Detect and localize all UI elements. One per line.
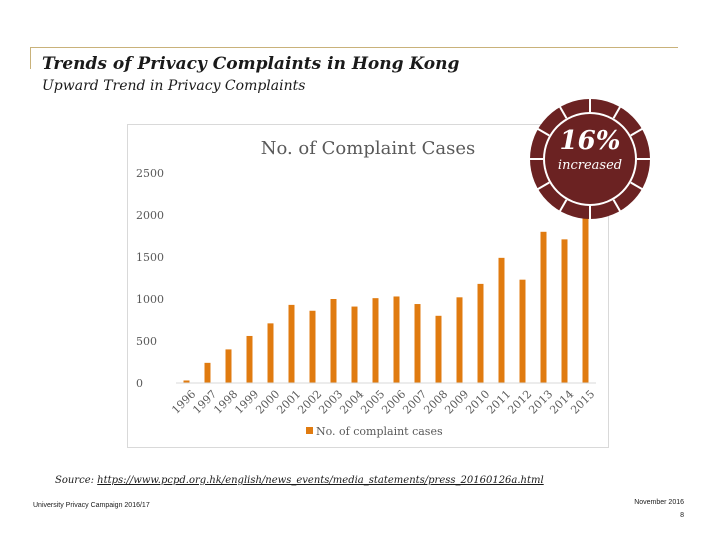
y-tick-label: 500: [136, 335, 157, 348]
x-tick-label: 2015: [568, 388, 597, 417]
slide-subtitle: Upward Trend in Privacy Complaints: [42, 78, 306, 94]
bar-2007: [414, 304, 421, 383]
badge-label: increased: [557, 158, 623, 173]
badge-segment-line: [536, 181, 550, 191]
bar-2008: [435, 315, 442, 383]
y-tick-label: 1500: [136, 251, 164, 264]
badge-segment-line: [630, 181, 644, 191]
footer-campaign: University Privacy Campaign 2016/17: [33, 502, 150, 509]
bar-2001: [288, 304, 295, 383]
badge-segment-line: [536, 127, 550, 137]
source-link[interactable]: https://www.pcpd.org.hk/english/news_eve…: [97, 475, 544, 486]
bar-2003: [330, 299, 337, 383]
bar-series: [183, 217, 589, 383]
footer-date: November 2016: [634, 499, 684, 506]
badge-segment-lines: [529, 98, 651, 220]
page-number: 8: [680, 512, 684, 519]
y-tick-label: 2000: [136, 209, 164, 222]
x-axis: 1996199719981999200020012002200320042005…: [169, 382, 597, 417]
badge-segment-line: [612, 199, 622, 213]
bar-2002: [309, 310, 316, 383]
y-tick-label: 0: [136, 377, 143, 390]
bar-2005: [372, 298, 379, 383]
source-prefix: Source:: [55, 475, 94, 486]
bar-1999: [246, 335, 253, 383]
bar-chart: No. of Complaint Cases 0 500 1000 1500 2000 2…: [136, 138, 597, 438]
source-note: Source: https://www.pcpd.org.hk/english/…: [55, 475, 544, 486]
badge-segment-line: [558, 105, 568, 119]
bar-2013: [540, 231, 547, 383]
slide-title: Trends of Privacy Complaints in Hong Kon…: [42, 54, 460, 74]
bar-1997: [204, 362, 211, 383]
badge-segment-line: [612, 105, 622, 119]
bar-2000: [267, 323, 274, 383]
bar-2010: [477, 283, 484, 383]
y-tick-label: 2500: [136, 167, 164, 180]
header-rule: [30, 47, 678, 48]
chart-container: No. of Complaint Cases 0 500 1000 1500 2000 2…: [127, 124, 609, 448]
footer-right: November 2016 8: [634, 496, 684, 522]
y-axis: 0 500 1000 1500 2000 2500: [136, 167, 164, 390]
bar-2011: [498, 257, 505, 383]
legend-swatch: [306, 427, 313, 434]
bar-2014: [561, 239, 568, 383]
bar-2004: [351, 306, 358, 383]
increase-badge: [529, 98, 651, 220]
bar-1996: [183, 380, 190, 383]
bar-2006: [393, 296, 400, 383]
bar-2009: [456, 297, 463, 383]
badge-segment-line: [630, 127, 644, 137]
bar-2015: [582, 217, 589, 383]
bar-1998: [225, 349, 232, 383]
badge-percent: 16%: [559, 126, 621, 156]
header-rule-left: [30, 47, 31, 69]
badge-segment-line: [558, 199, 568, 213]
chart-title: No. of Complaint Cases: [261, 138, 476, 159]
chart-legend: No. of complaint cases: [306, 425, 443, 438]
y-tick-label: 1000: [136, 293, 164, 306]
badge-core: [545, 114, 635, 204]
legend-label: No. of complaint cases: [316, 425, 443, 438]
bar-2012: [519, 279, 526, 383]
